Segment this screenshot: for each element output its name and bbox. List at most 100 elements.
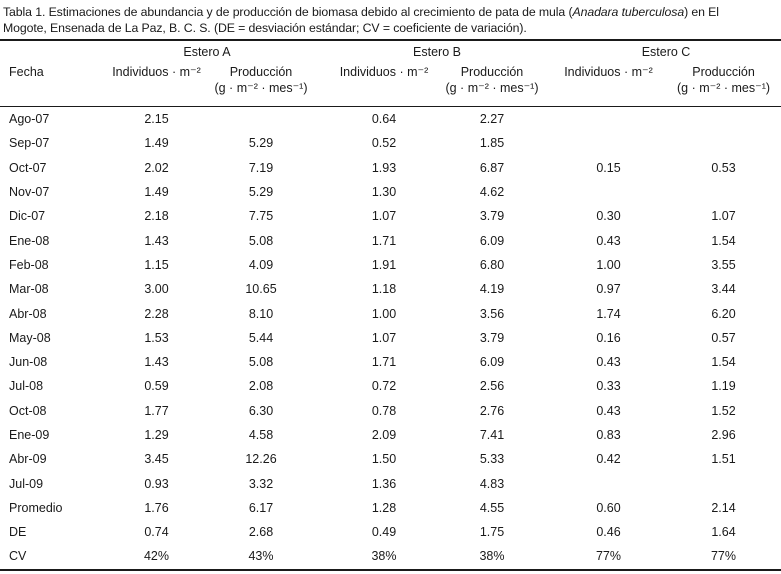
cell-estero-b-individuos: 2.09 bbox=[371, 428, 397, 442]
cell-estero-a-produccion: 2.68 bbox=[248, 525, 274, 540]
cell-estero-c-individuos: 0.15 bbox=[596, 160, 621, 175]
cell-estero-b-individuos: 1.28 bbox=[371, 500, 397, 515]
cell-estero-b-produccion: 3.79 bbox=[479, 209, 505, 224]
cell-fecha: May-08 bbox=[9, 330, 51, 345]
produccion-label: Producción bbox=[460, 65, 524, 79]
cell-estero-a-produccion: 5.08 bbox=[248, 233, 274, 248]
cell-estero-b-individuos: 1.00 bbox=[371, 306, 397, 321]
table-row: Ago-07 2.15 0.64 2.27 bbox=[0, 107, 781, 132]
cell-fecha: Ago-07 bbox=[9, 112, 50, 127]
cell-estero-a-produccion: 5.29 bbox=[248, 185, 274, 200]
cell-estero-b-produccion: 1.85 bbox=[479, 136, 505, 151]
caption-species-name: Anadara tuberculosa bbox=[572, 5, 685, 19]
cell-estero-b-produccion: 6.09 bbox=[479, 355, 505, 370]
cell-estero-b-produccion: 1.75 bbox=[479, 525, 505, 540]
cell-estero-a-produccion: 6.17 bbox=[248, 500, 274, 515]
table-row: Jul-09 0.93 3.32 1.36 4.83 bbox=[0, 471, 781, 495]
cell-estero-b-individuos: 1.30 bbox=[371, 185, 397, 200]
cell-estero-b-individuos: 0.72 bbox=[371, 379, 397, 394]
cell-estero-a-produccion: 7.75 bbox=[248, 209, 274, 224]
cell-estero-b-produccion: 2.76 bbox=[479, 403, 505, 418]
cell-estero-c-individuos: 0.16 bbox=[596, 330, 621, 345]
cell-estero-c-individuos: 1.00 bbox=[596, 257, 621, 272]
cell-estero-a-individuos: 1.53 bbox=[144, 330, 169, 345]
cell-estero-b-individuos: 0.52 bbox=[371, 136, 397, 151]
cell-estero-a-individuos: 0.59 bbox=[144, 379, 169, 394]
cell-estero-b-produccion: 4.62 bbox=[479, 185, 505, 200]
cell-estero-c-individuos: 0.42 bbox=[596, 452, 621, 467]
cell-estero-a-produccion: 4.09 bbox=[248, 257, 274, 272]
cell-estero-a-individuos: 0.74 bbox=[144, 525, 169, 540]
cell-estero-a-produccion: 43% bbox=[248, 549, 274, 564]
cell-estero-a-produccion: 3.32 bbox=[248, 476, 274, 491]
cell-fecha: Abr-09 bbox=[9, 452, 47, 467]
cell-estero-a-produccion: 6.30 bbox=[248, 403, 274, 418]
cell-estero-c-individuos: 0.30 bbox=[596, 209, 621, 224]
cell-estero-b-individuos: 0.64 bbox=[371, 112, 397, 127]
table-row: Oct-07 2.02 7.19 1.93 6.87 0.15 0.53 bbox=[0, 156, 781, 180]
cell-fecha: Jul-08 bbox=[9, 379, 44, 394]
cell-estero-a-produccion: 7.19 bbox=[248, 160, 274, 175]
table-row: Feb-08 1.15 4.09 1.91 6.80 1.00 3.55 bbox=[0, 253, 781, 277]
cell-fecha: DE bbox=[9, 525, 27, 540]
cell-estero-a-individuos: 1.49 bbox=[144, 185, 169, 200]
cell-estero-a-individuos: 1.15 bbox=[144, 257, 169, 272]
cell-estero-c-produccion: 1.19 bbox=[711, 379, 736, 394]
table-row: Promedio 1.76 6.17 1.28 4.55 0.60 2.14 bbox=[0, 496, 781, 520]
caption-line-1: Tabla 1. Estimaciones de abundancia y de… bbox=[3, 4, 777, 20]
cell-estero-c-produccion: 0.53 bbox=[711, 160, 736, 175]
cell-fecha: Mar-08 bbox=[9, 282, 49, 297]
abundance-production-table: Estero A Estero B Estero C Fecha Individ… bbox=[0, 39, 781, 571]
cell-estero-a-individuos: 1.77 bbox=[144, 403, 169, 418]
col-header-estero-c-produccion: Producción (g · m⁻² · mes⁻¹) bbox=[666, 62, 781, 107]
table-row: Jul-08 0.59 2.08 0.72 2.56 0.33 1.19 bbox=[0, 374, 781, 398]
cell-estero-c-produccion bbox=[666, 471, 781, 495]
cell-estero-c-individuos: 0.43 bbox=[596, 233, 621, 248]
cell-estero-c-produccion: 0.57 bbox=[711, 330, 736, 345]
cell-estero-c-individuos: 0.60 bbox=[596, 500, 621, 515]
cell-estero-a-produccion: 5.44 bbox=[248, 330, 274, 345]
cell-estero-a-individuos: 2.02 bbox=[144, 160, 169, 175]
cell-fecha: Dic-07 bbox=[9, 209, 46, 224]
table-row: DE 0.74 2.68 0.49 1.75 0.46 1.64 bbox=[0, 520, 781, 544]
table-row: Abr-08 2.28 8.10 1.00 3.56 1.74 6.20 bbox=[0, 301, 781, 325]
cell-estero-c-individuos: 0.33 bbox=[596, 379, 621, 394]
cell-estero-c-individuos: 1.74 bbox=[596, 306, 621, 321]
cell-fecha: Feb-08 bbox=[9, 257, 49, 272]
table-body: Ago-07 2.15 0.64 2.27 Sep-07 1.49 5.29 0.52 1.85… bbox=[0, 107, 781, 570]
cell-fecha: Oct-08 bbox=[9, 403, 47, 418]
cell-estero-c-produccion: 1.54 bbox=[711, 233, 736, 248]
produccion-units: (g · m⁻² · mes⁻¹) bbox=[214, 81, 308, 95]
cell-estero-b-produccion: 7.41 bbox=[479, 428, 505, 442]
col-header-estero-b-individuos: Individuos · m⁻² bbox=[323, 62, 438, 107]
estero-group-header-row: Estero A Estero B Estero C bbox=[0, 40, 781, 62]
group-header-estero-a: Estero A bbox=[183, 44, 231, 59]
cell-estero-a-produccion: 8.10 bbox=[248, 306, 274, 321]
cell-fecha: CV bbox=[9, 549, 27, 564]
table-row: Jun-08 1.43 5.08 1.71 6.09 0.43 1.54 bbox=[0, 350, 781, 374]
cell-estero-a-individuos: 0.93 bbox=[144, 476, 169, 491]
cell-estero-c-individuos bbox=[551, 131, 666, 155]
col-header-estero-b-produccion: Producción (g · m⁻² · mes⁻¹) bbox=[438, 62, 551, 107]
cell-estero-c-individuos: 0.43 bbox=[596, 403, 621, 418]
cell-estero-b-produccion: 6.09 bbox=[479, 233, 505, 248]
cell-fecha: Promedio bbox=[9, 500, 63, 515]
cell-estero-a-produccion: 2.08 bbox=[248, 379, 274, 394]
cell-estero-b-individuos: 1.36 bbox=[371, 476, 397, 491]
cell-estero-b-produccion: 4.55 bbox=[479, 500, 505, 515]
cell-estero-c-individuos bbox=[551, 180, 666, 204]
cell-estero-c-produccion: 1.07 bbox=[711, 209, 736, 224]
cell-estero-a-individuos: 1.43 bbox=[144, 355, 169, 370]
cell-estero-c-individuos bbox=[551, 107, 666, 132]
table-row: Nov-07 1.49 5.29 1.30 4.62 bbox=[0, 180, 781, 204]
cell-estero-a-individuos: 42% bbox=[143, 549, 170, 564]
col-header-fecha: Fecha bbox=[0, 62, 104, 107]
table-row: Oct-08 1.77 6.30 0.78 2.76 0.43 1.52 bbox=[0, 399, 781, 423]
cell-estero-c-produccion: 1.51 bbox=[711, 452, 736, 467]
cell-estero-b-individuos: 1.18 bbox=[371, 282, 397, 297]
cell-estero-c-produccion: 3.44 bbox=[711, 282, 736, 297]
cell-estero-b-individuos: 1.71 bbox=[371, 355, 397, 370]
cell-estero-a-produccion: 10.65 bbox=[245, 282, 277, 297]
group-header-estero-b: Estero B bbox=[413, 44, 461, 59]
